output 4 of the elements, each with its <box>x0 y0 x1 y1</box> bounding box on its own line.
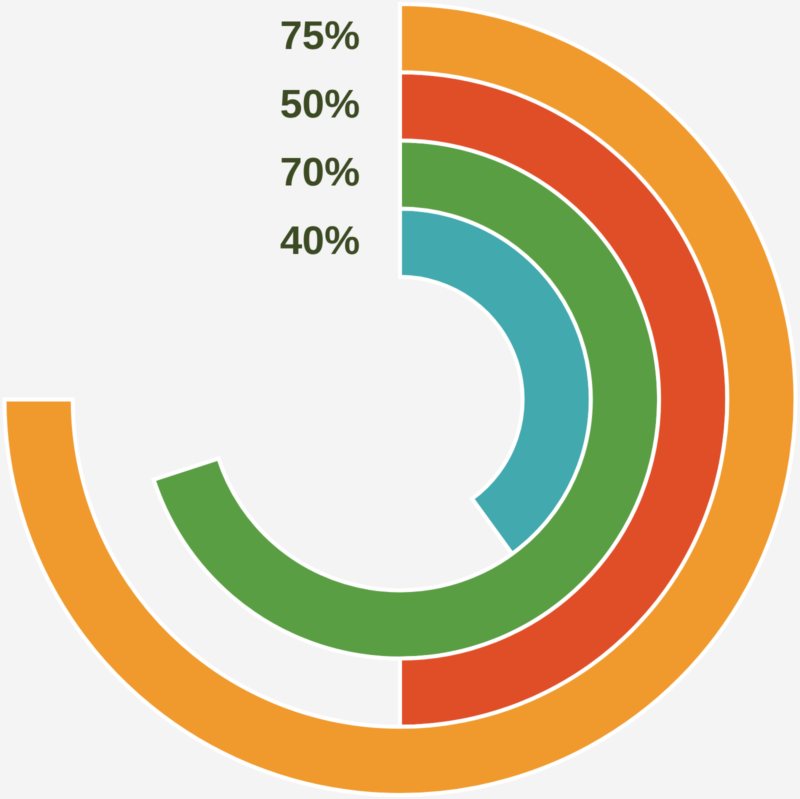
data-label: 70% <box>280 150 360 195</box>
data-label: 50% <box>280 82 360 126</box>
data-label: 75% <box>280 14 360 58</box>
data-label: 40% <box>280 218 360 263</box>
